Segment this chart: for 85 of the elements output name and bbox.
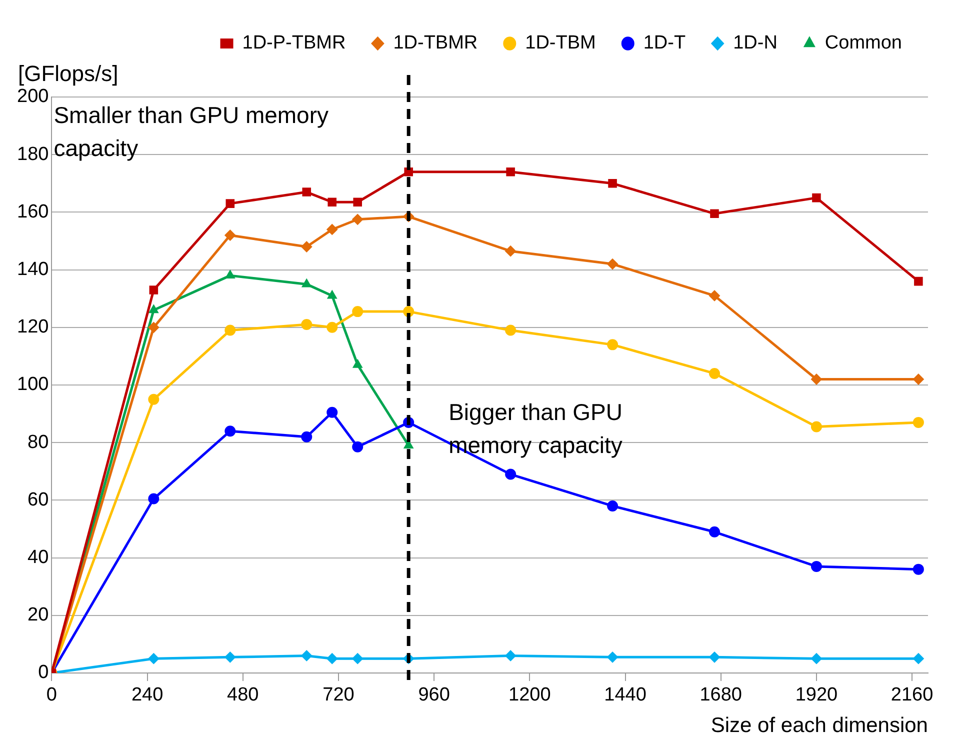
point xyxy=(301,241,312,252)
point xyxy=(352,214,364,225)
point xyxy=(225,270,235,279)
point xyxy=(607,652,618,663)
x-tick-label: 240 xyxy=(131,684,164,706)
y-tick-label: 60 xyxy=(28,489,49,510)
point xyxy=(912,374,924,385)
point xyxy=(326,406,338,418)
point xyxy=(710,209,719,218)
x-tick-label: 480 xyxy=(227,684,259,706)
point xyxy=(327,290,337,299)
point xyxy=(812,193,821,202)
annotation: Smaller than GPU memory capacity xyxy=(54,102,329,161)
x-axis-title: Size of each dimension xyxy=(710,714,928,738)
y-tick-label: 140 xyxy=(17,259,49,280)
x-tick-label: 960 xyxy=(418,684,450,706)
point xyxy=(709,652,720,663)
point xyxy=(352,359,362,368)
x-tick-label: 1920 xyxy=(795,684,838,706)
point xyxy=(607,258,618,270)
point xyxy=(912,416,924,428)
point xyxy=(224,652,236,663)
legend-label: 1D-TBMR xyxy=(393,32,478,54)
y-axis-title: [GFlops/s] xyxy=(18,61,118,86)
point xyxy=(810,374,822,385)
point xyxy=(505,324,516,336)
point xyxy=(607,339,618,350)
point xyxy=(301,431,312,442)
point xyxy=(709,526,720,538)
y-tick-label: 100 xyxy=(17,374,49,396)
legend-label: 1D-N xyxy=(733,32,778,54)
point xyxy=(301,319,312,330)
point xyxy=(226,199,235,208)
point xyxy=(224,426,236,437)
point xyxy=(224,324,236,336)
point xyxy=(914,276,923,286)
x-tick-label: 1200 xyxy=(508,684,551,706)
point xyxy=(328,198,337,207)
point xyxy=(505,246,516,257)
y-tick-label: 20 xyxy=(28,604,49,626)
point xyxy=(352,441,364,452)
point xyxy=(608,179,617,188)
point xyxy=(505,650,516,662)
point xyxy=(148,394,160,405)
x-tick-label: 1440 xyxy=(604,684,646,706)
point xyxy=(149,286,158,294)
point xyxy=(326,322,338,333)
point xyxy=(301,650,312,662)
y-tick-label: 40 xyxy=(28,547,49,568)
point xyxy=(353,198,362,207)
point xyxy=(912,653,924,664)
legend-label: 1D-T xyxy=(643,32,686,54)
x-tick-label: 720 xyxy=(322,684,354,706)
point xyxy=(506,167,515,176)
point xyxy=(148,493,160,504)
point xyxy=(352,653,364,664)
point xyxy=(810,653,822,664)
point xyxy=(224,230,236,241)
point xyxy=(352,306,364,318)
point xyxy=(326,653,338,664)
annotation: Bigger than GPU memory capacity xyxy=(448,399,623,458)
point xyxy=(148,322,160,333)
legend-label: 1D-TBM xyxy=(525,32,596,54)
point xyxy=(302,188,312,196)
point xyxy=(326,224,338,235)
point xyxy=(302,278,312,288)
y-tick-label: 80 xyxy=(28,432,49,453)
point xyxy=(912,564,924,575)
y-tick-label: 160 xyxy=(17,201,49,222)
x-tick-label: 2160 xyxy=(890,684,934,706)
point xyxy=(709,290,720,302)
y-tick-label: 120 xyxy=(17,316,49,338)
y-tick-label: 0 xyxy=(38,662,49,684)
x-tick-label: 1680 xyxy=(700,684,742,706)
point xyxy=(148,304,158,314)
legend-label: 1D-P-TBMR xyxy=(242,32,346,54)
y-tick-label: 180 xyxy=(17,144,49,165)
point xyxy=(607,500,618,512)
point xyxy=(148,653,160,664)
point xyxy=(810,421,822,432)
y-tick-label: 200 xyxy=(17,86,49,108)
legend-label: Common xyxy=(824,32,902,54)
point xyxy=(505,468,516,480)
point xyxy=(810,560,822,572)
point xyxy=(709,368,720,379)
